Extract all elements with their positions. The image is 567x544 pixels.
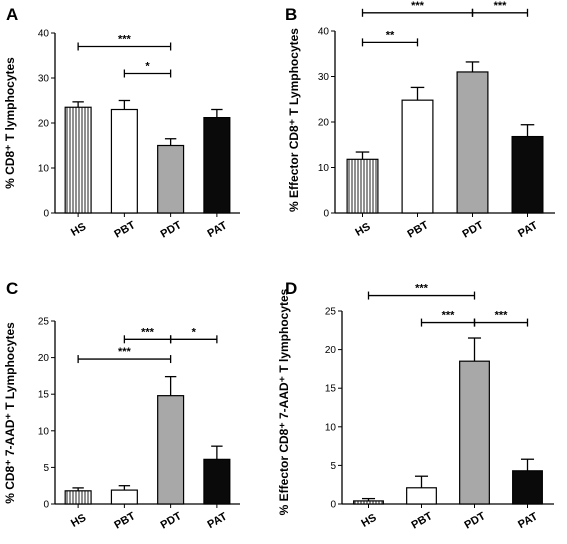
y-tick-label: 20	[325, 345, 337, 356]
y-tick-label: 25	[38, 317, 50, 328]
y-tick-label: 10	[38, 164, 50, 175]
y-tick-label: 40	[318, 27, 330, 38]
y-tick-label: 15	[38, 390, 50, 401]
bar-hs	[346, 158, 379, 214]
y-axis-label: % CD8⁺ 7-AAD⁺ T Lymphocytes	[3, 322, 17, 504]
panel-label: D	[285, 279, 297, 298]
significance-label: ***	[415, 283, 429, 295]
significance-label: ***	[141, 326, 155, 338]
x-tick-label: PDT	[462, 510, 487, 532]
x-tick-label: PBT	[405, 219, 430, 241]
y-tick-label: 30	[38, 74, 50, 85]
y-tick-label: 10	[318, 163, 330, 174]
x-tick-label: PBT	[112, 510, 137, 532]
bar-pat	[511, 135, 544, 214]
x-tick-label: PAT	[206, 219, 230, 240]
x-tick-label: PBT	[409, 510, 434, 532]
x-tick-label: PDT	[159, 510, 184, 532]
bar-pat	[203, 458, 231, 505]
y-tick-label: 20	[318, 118, 330, 129]
bar-pbt	[406, 487, 437, 505]
significance-label: *	[145, 61, 150, 73]
x-tick-label: HS	[359, 512, 378, 530]
chart-panel-d: D% Effector CD8⁺ 7-AAD⁺ T lymphocytes 0 5 1…	[277, 279, 554, 532]
significance-label: ***	[494, 0, 508, 12]
x-tick-label: PAT	[516, 219, 540, 240]
bar-hs	[353, 500, 384, 505]
significance-label: ***	[118, 346, 132, 358]
x-tick-label: PAT	[516, 510, 540, 531]
y-tick-label: 25	[325, 307, 337, 318]
significance-label: ***	[411, 0, 425, 12]
significance-label: *	[192, 326, 197, 338]
bar-pbt	[401, 99, 434, 214]
bar-pdt	[456, 71, 489, 214]
x-tick-label: HS	[69, 221, 88, 239]
x-tick-label: PBT	[112, 219, 137, 241]
y-tick-label: 0	[43, 500, 49, 511]
chart-panel-a: A % CD8⁺ T lymphocytes 0 10 20 30 40 HS PBT PDT PA…	[3, 5, 240, 241]
x-tick-label: PDT	[460, 219, 485, 241]
y-tick-label: 20	[38, 119, 50, 130]
y-tick-label: 40	[38, 29, 50, 40]
x-tick-label: HS	[353, 221, 372, 239]
bar-pdt	[157, 144, 185, 214]
y-tick-label: 0	[330, 500, 336, 511]
chart-panel-c: C % CD8⁺ 7-AAD⁺ T Lymphocytes 0 5 10 15 20 25 HS…	[3, 279, 240, 532]
panel-label: C	[6, 279, 18, 298]
bar-hs	[64, 106, 92, 214]
y-tick-label: 0	[323, 209, 329, 220]
panel-label: A	[6, 5, 18, 24]
y-tick-label: 10	[38, 426, 50, 437]
significance-label: ***	[118, 34, 132, 46]
bar-pat	[512, 470, 543, 505]
x-tick-label: PDT	[159, 219, 184, 241]
y-axis-label: % Effector CD8⁺ T Lymphocytes	[287, 28, 301, 212]
panel-label: B	[285, 5, 297, 24]
bar-pbt	[110, 489, 138, 505]
y-axis-label: % CD8⁺ T lymphocytes	[3, 57, 17, 189]
y-tick-label: 20	[38, 353, 50, 364]
bar-pdt	[459, 360, 490, 505]
y-tick-label: 0	[43, 209, 49, 220]
y-tick-label: 30	[318, 72, 330, 83]
bar-pdt	[157, 395, 185, 505]
y-tick-label: 15	[325, 384, 337, 395]
significance-label: ***	[442, 310, 456, 322]
y-tick-label: 5	[43, 463, 49, 474]
bar-pat	[203, 116, 231, 214]
y-tick-label: 5	[330, 461, 336, 472]
significance-label: ***	[495, 310, 509, 322]
x-tick-label: PAT	[206, 510, 230, 531]
significance-label: **	[386, 29, 395, 41]
chart-panel-b: B % Effector CD8⁺ T Lymphocytes 0 10 20 30 40 H…	[285, 0, 555, 241]
y-axis-label: % Effector CD8⁺ 7-AAD⁺ T lymphocytes	[277, 288, 291, 515]
bar-hs	[64, 490, 92, 505]
y-tick-label: 10	[325, 422, 337, 433]
bar-pbt	[110, 108, 138, 214]
x-tick-label: HS	[69, 512, 88, 530]
